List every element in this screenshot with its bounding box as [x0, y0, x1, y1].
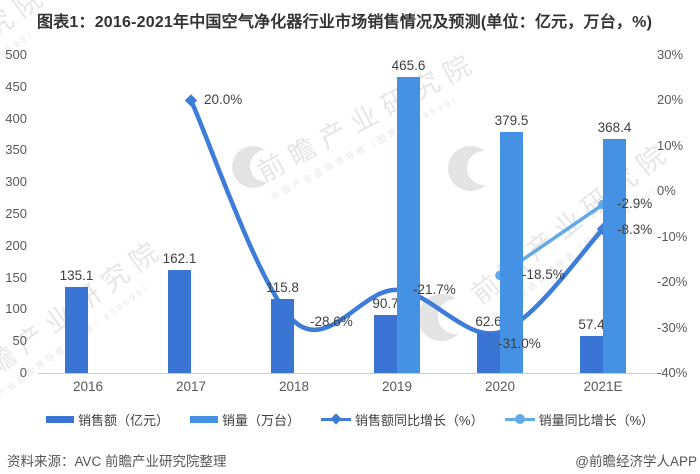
x-axis-label: 2021E: [583, 379, 623, 394]
x-axis-label: 2020: [484, 379, 516, 394]
y-axis-left-tick: 450: [5, 78, 27, 94]
y-axis-left-tick: 300: [5, 174, 27, 190]
legend-label-volume-bar: 销量（万台）: [222, 412, 301, 428]
bar-value-label: 465.6: [391, 57, 426, 73]
x-axis-label: 2017: [175, 379, 207, 394]
bar-sales: [580, 336, 603, 373]
y-axis-left-tick: 200: [5, 237, 27, 253]
bar-sales: [374, 315, 397, 373]
bar-value-label: 135.1: [59, 268, 94, 284]
x-axis-line: [38, 373, 658, 374]
bar-value-label: 379.5: [494, 112, 529, 128]
sales-growth-point-label: -31.0%: [498, 336, 541, 352]
legend-item-volume-bar: 销量（万台）: [190, 410, 300, 429]
y-axis-right-tick: 10%: [657, 137, 684, 153]
circle-marker-icon: [514, 414, 525, 424]
y-axis-left-tick: 100: [5, 301, 27, 317]
x-axis-label: 2019: [381, 379, 413, 394]
y-axis-right-tick: 0%: [657, 183, 676, 199]
bar-sales: [477, 333, 500, 373]
y-axis-left-tick: 400: [5, 110, 27, 126]
y-axis-right-tick: -20%: [657, 274, 688, 290]
chart-title: 图表1：2016-2021年中国空气净化器行业市场销售情况及预测(单位：亿元，万…: [37, 14, 653, 31]
sales-growth-point-label: -28.6%: [310, 314, 353, 330]
volume-growth-point-label: -2.9%: [617, 196, 653, 212]
credit-text: @前瞻经济学人APP: [575, 454, 697, 469]
y-axis-right-tick: -30%: [657, 319, 688, 335]
sales-growth-point-label: 20.0%: [204, 92, 243, 108]
bar-sales: [271, 299, 294, 373]
legend-label-sales-bar: 销售额（亿元）: [78, 412, 170, 428]
bar-value-label: 115.8: [266, 280, 299, 296]
legend-swatch-sales-bar: [46, 415, 74, 423]
legend-item-volume-growth: 销量同比增长（%）: [504, 410, 655, 429]
y-axis-left-tick: 500: [5, 47, 27, 62]
legend-item-sales-bar: 销售额（亿元）: [46, 410, 169, 429]
y-axis-left-tick: 250: [5, 206, 27, 221]
legend-item-sales-growth: 销售额同比增长（%）: [321, 410, 484, 429]
volume-growth-point-label: -18.5%: [522, 267, 565, 283]
sales-growth-point-label: -21.7%: [413, 281, 456, 297]
legend-swatch-volume-bar: [190, 415, 219, 423]
y-axis-right-tick: -10%: [657, 228, 688, 244]
legend-swatch-sales-growth-line: [321, 412, 352, 425]
diamond-marker-icon: [330, 412, 342, 425]
bar-sales: [65, 287, 88, 373]
y-axis-right-tick: -40%: [657, 365, 688, 380]
y-axis-left-tick: 150: [5, 269, 27, 285]
legend: 销售额（亿元） 销量（万台） 销售额同比增长（%） 销量同比增长（%）: [0, 409, 700, 429]
bar-volume: [500, 131, 523, 373]
bar-value-label: 368.4: [597, 119, 632, 135]
y-axis-right-tick: 20%: [657, 92, 684, 108]
legend-swatch-volume-growth-line: [504, 414, 535, 424]
bar-value-label: 90.7: [372, 296, 399, 312]
y-axis-right-tick: 30%: [657, 47, 684, 62]
bar-value-label: 62.6: [475, 314, 502, 330]
sales-growth-point-label: -8.3%: [617, 221, 653, 237]
data-source-text: 资料来源：AVC 前瞻产业研究院整理: [7, 454, 227, 469]
x-axis-label: 2016: [72, 379, 104, 394]
bar-value-label: 162.1: [162, 250, 197, 266]
bar-sales: [168, 269, 191, 373]
y-axis-left-tick: 0: [19, 365, 27, 380]
legend-label-volume-growth: 销量同比增长（%）: [538, 412, 655, 428]
y-axis-left-tick: 50: [12, 333, 27, 349]
y-axis-left-tick: 350: [5, 142, 27, 158]
x-axis-label: 2018: [278, 379, 310, 394]
legend-label-sales-growth: 销售额同比增长（%）: [355, 412, 484, 428]
bar-volume: [397, 76, 420, 373]
bar-value-label: 57.4: [578, 317, 605, 333]
bar-volume: [603, 138, 626, 373]
